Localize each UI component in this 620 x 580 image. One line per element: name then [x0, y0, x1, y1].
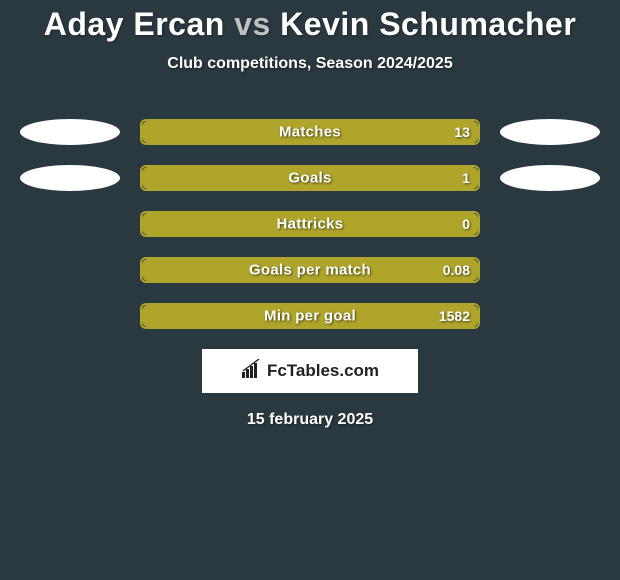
stat-label: Hattricks	[142, 216, 478, 233]
stat-row: Min per goal1582	[0, 303, 620, 329]
stat-row: Goals1	[0, 165, 620, 191]
subtitle: Club competitions, Season 2024/2025	[0, 55, 620, 73]
player2-value: 13	[454, 124, 470, 140]
right-side	[480, 119, 620, 145]
brand-suffix: .com	[339, 361, 379, 380]
stat-bar: Hattricks0	[140, 211, 480, 237]
stat-label: Goals per match	[142, 262, 478, 279]
stat-bar: Matches13	[140, 119, 480, 145]
date-label: 15 february 2025	[0, 411, 620, 429]
stat-bar: Goals per match0.08	[140, 257, 480, 283]
stat-rows: Matches13 Goals1 Hattricks0 Goals per match…	[0, 119, 620, 329]
vs-label: vs	[234, 6, 271, 42]
player2-name: Kevin Schumacher	[280, 6, 576, 42]
player1-name: Aday Ercan	[44, 6, 225, 42]
stat-label: Goals	[142, 170, 478, 187]
player2-value: 1	[462, 170, 470, 186]
player2-value: 0	[462, 216, 470, 232]
player2-value: 0.08	[443, 262, 470, 278]
stat-bar: Goals1	[140, 165, 480, 191]
brand-text: FcTables.com	[267, 361, 379, 381]
bar-chart-icon	[241, 359, 263, 384]
comparison-title: Aday Ercan vs Kevin Schumacher	[0, 0, 620, 43]
brand-prefix: Fc	[267, 361, 287, 380]
player1-marker	[20, 165, 120, 191]
brand-box: FcTables.com	[202, 349, 418, 393]
brand-main: Tables	[287, 361, 340, 380]
player1-marker	[20, 119, 120, 145]
stat-row: Goals per match0.08	[0, 257, 620, 283]
player2-value: 1582	[439, 308, 470, 324]
player2-marker	[500, 119, 600, 145]
stat-label: Min per goal	[142, 308, 478, 325]
stat-label: Matches	[142, 124, 478, 141]
stat-row: Hattricks0	[0, 211, 620, 237]
player2-marker	[500, 165, 600, 191]
left-side	[0, 119, 140, 145]
right-side	[480, 165, 620, 191]
stat-row: Matches13	[0, 119, 620, 145]
left-side	[0, 165, 140, 191]
brand-inner: FcTables.com	[241, 359, 379, 384]
stat-bar: Min per goal1582	[140, 303, 480, 329]
